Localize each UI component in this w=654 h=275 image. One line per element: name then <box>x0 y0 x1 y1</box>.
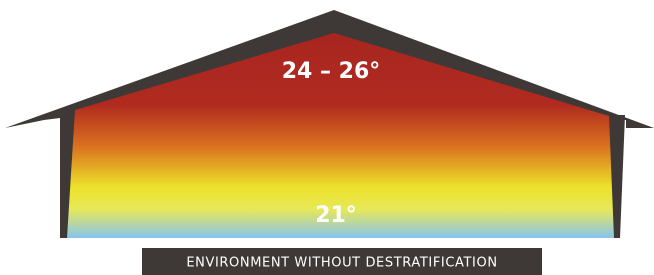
diagram: 24 – 26° 21° ENVIRONMENT WITHOUT DESTRAT… <box>0 0 654 275</box>
page: {"diagram": {"top_temperature": "24 – 26… <box>0 0 654 275</box>
top-temperature: 24 – 26° <box>282 59 381 84</box>
bottom-temperature: 21° <box>315 203 357 228</box>
caption: ENVIRONMENT WITHOUT DESTRATIFICATION <box>186 256 497 271</box>
